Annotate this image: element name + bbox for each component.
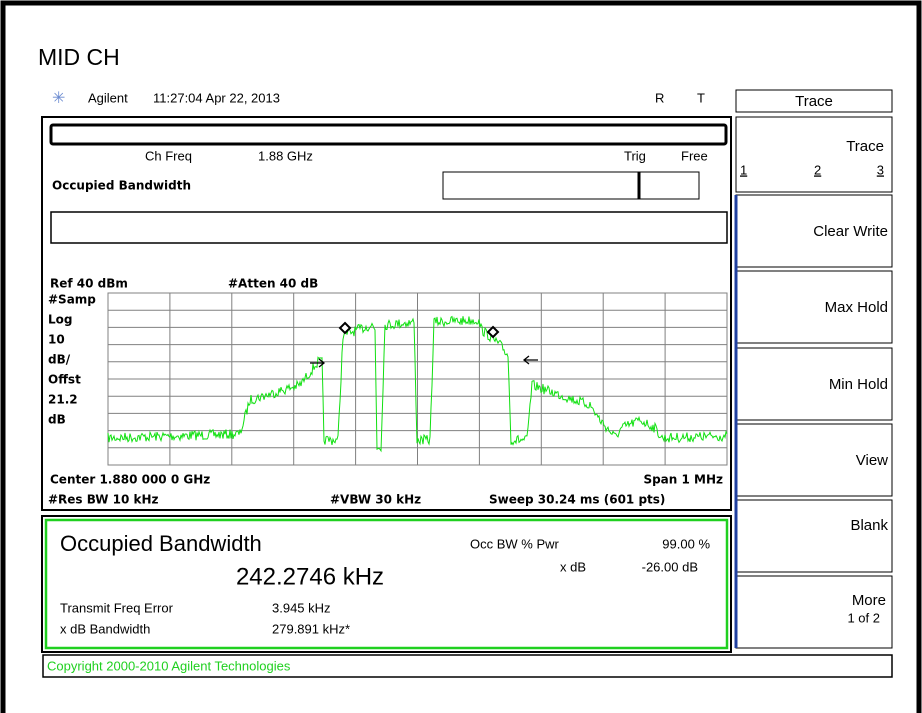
scale-label: #Samp: [48, 293, 96, 307]
spectrum-trace: [107, 315, 728, 453]
softkey-label[interactable]: Blank: [850, 517, 888, 534]
copyright-bar: [42, 654, 893, 678]
softkey-label[interactable]: More: [852, 592, 886, 609]
vbw: #VBW 30 kHz: [330, 493, 421, 507]
flag: T: [697, 90, 705, 105]
value: 3.945 kHz: [272, 600, 331, 615]
copyright: Copyright 2000-2010 Agilent Technologies: [47, 658, 291, 673]
softkey-label[interactable]: Trace: [846, 138, 884, 155]
scale-label: Log: [48, 313, 72, 327]
softkey-label[interactable]: Min Hold: [829, 376, 888, 393]
center-freq: Center 1.880 000 0 GHz: [50, 473, 210, 487]
softkey-sublabel[interactable]: 1 of 2: [847, 610, 880, 625]
attenuation: #Atten 40 dB: [228, 277, 318, 291]
screen: [41, 116, 732, 511]
brand: Agilent: [88, 90, 128, 105]
menu-title-box: [735, 89, 893, 113]
softkey-label[interactable]: View: [856, 452, 888, 469]
softkey[interactable]: View: [735, 423, 893, 497]
span: Span 1 MHz: [643, 473, 723, 487]
results-value: 242.2746 kHz: [236, 563, 384, 590]
scale-label: dB: [48, 413, 66, 427]
softkey-box[interactable]: [735, 194, 893, 268]
sweep: Sweep 30.24 ms (601 pts): [489, 493, 665, 507]
softkey-label[interactable]: Clear Write: [813, 223, 888, 240]
softkey[interactable]: Trace 1 2 3: [735, 116, 893, 193]
softkey-option[interactable]: 2: [814, 162, 821, 177]
label: Occ BW % Pwr: [470, 536, 560, 551]
value: 99.00 %: [662, 536, 710, 551]
value: 279.891 kHz*: [272, 621, 350, 636]
scale-label: 10: [48, 333, 65, 347]
logo: ✳: [52, 90, 65, 107]
scale-label: Offst: [48, 373, 81, 387]
page-title: MID CH: [38, 44, 120, 70]
marker-arrow: [310, 355, 538, 368]
mode: Occupied Bandwidth: [52, 179, 191, 193]
timestamp: 11:27:04 Apr 22, 2013: [153, 90, 280, 105]
softkey[interactable]: Clear Write: [735, 194, 893, 268]
softkey-option[interactable]: 1: [740, 162, 747, 177]
scale-label: 21.2: [48, 393, 78, 407]
label: Trig: [624, 148, 646, 163]
value: Free: [681, 148, 708, 163]
results-box: [44, 518, 729, 650]
label: x dB: [560, 559, 586, 574]
scale-label: dB/: [48, 353, 71, 367]
label: Transmit Freq Error: [60, 600, 174, 615]
value: 1.88 GHz: [258, 148, 313, 163]
softkey-box[interactable]: [735, 270, 893, 344]
softkey-option[interactable]: 3: [877, 162, 884, 177]
results-title: Occupied Bandwidth: [60, 531, 262, 556]
value: -26.00 dB: [642, 559, 698, 574]
softkey-label[interactable]: Max Hold: [825, 299, 888, 316]
rbw: #Res BW 10 kHz: [48, 493, 159, 507]
softkey[interactable]: Min Hold: [735, 347, 893, 421]
softkey-box[interactable]: [735, 499, 893, 573]
label: x dB Bandwidth: [60, 621, 150, 636]
softkey-box[interactable]: [735, 347, 893, 421]
softkey[interactable]: Max Hold: [735, 270, 893, 344]
softkey-box[interactable]: [735, 116, 893, 193]
menu-title: Trace: [795, 93, 833, 110]
softkey[interactable]: Blank: [735, 499, 893, 573]
ref-level: Ref 40 dBm: [50, 277, 128, 291]
marker: [338, 321, 500, 339]
flag: R: [655, 90, 664, 105]
softkey-box[interactable]: [735, 575, 893, 649]
softkey-box[interactable]: [735, 423, 893, 497]
progress-box: [442, 171, 700, 200]
status-bar: [49, 123, 728, 146]
message-box: [50, 211, 728, 244]
label: Ch Freq: [145, 148, 192, 163]
results-frame: [41, 515, 732, 653]
